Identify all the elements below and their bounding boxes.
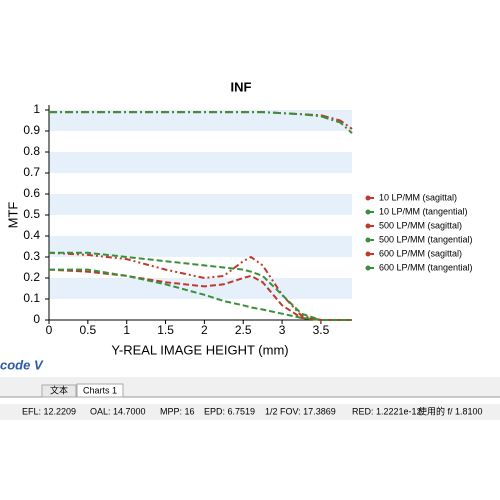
tab-active[interactable] <box>76 383 124 398</box>
legend-marker <box>365 265 371 271</box>
y-tick-label: 0.1 <box>23 291 40 305</box>
y-tick-label: 1 <box>33 102 40 116</box>
x-tick-label: 1.5 <box>157 323 174 337</box>
legend-label: 500 LP/MM (tangential) <box>379 234 473 244</box>
legend-label: 10 LP/MM (sagittal) <box>379 192 457 202</box>
chart-title: INF <box>231 79 252 94</box>
y-axis-label: MTF <box>5 202 20 229</box>
status-item: OAL: 14.7000 <box>90 406 146 416</box>
legend-marker <box>365 223 371 229</box>
logo: code V <box>0 357 44 372</box>
x-tick-label: 0.5 <box>80 323 97 337</box>
legend-marker <box>365 209 371 215</box>
y-tick-label: 0.4 <box>23 228 40 242</box>
x-tick-label: 2.5 <box>235 323 252 337</box>
series-line <box>49 111 353 134</box>
tab[interactable] <box>41 384 77 398</box>
x-tick-label: 3 <box>279 323 286 337</box>
status-item: 使用的 f/ 1.8100 <box>418 405 483 416</box>
legend-marker <box>365 251 371 257</box>
x-tick-label: 0 <box>46 323 53 337</box>
grid-band <box>49 236 352 257</box>
y-tick-label: 0.3 <box>23 249 40 263</box>
y-tick-label: 0.2 <box>23 270 40 284</box>
grid-band <box>49 110 352 131</box>
legend-label: 600 LP/MM (tangential) <box>379 262 473 272</box>
y-tick-label: 0.6 <box>23 186 40 200</box>
legend-label: 10 LP/MM (tangential) <box>379 206 468 216</box>
status-item: EFL: 12.2209 <box>22 406 76 416</box>
y-tick-label: 0.5 <box>23 207 40 221</box>
grid-band <box>49 152 352 173</box>
tab-label[interactable]: Charts 1 <box>83 385 117 395</box>
legend-marker <box>365 237 371 243</box>
status-item: 1/2 FOV: 17.3869 <box>265 406 336 416</box>
y-tick-label: 0 <box>33 312 40 326</box>
grid-band <box>49 278 352 299</box>
x-axis-label: Y-REAL IMAGE HEIGHT (mm) <box>111 342 288 357</box>
status-item: RED: 1.2221e-12 <box>352 406 422 416</box>
series-line <box>49 268 352 321</box>
status-items: EFL: 12.2209 OAL: 14.7000 MPP: 16 EPD: 6.75… <box>22 405 483 416</box>
tab-bar <box>0 377 500 397</box>
x-tick-label: 2 <box>201 323 208 337</box>
legend-marker <box>365 195 371 201</box>
x-tick-label: 3.5 <box>313 323 330 337</box>
series-line <box>49 251 352 321</box>
x-tick-label: 1 <box>123 323 130 337</box>
y-tick-label: 0.9 <box>23 123 40 137</box>
y-tick-label: 0.7 <box>23 165 40 179</box>
status-item: MPP: 16 <box>160 406 195 416</box>
tab-label[interactable]: 文本 <box>50 384 68 395</box>
status-item: EPD: 6.7519 <box>204 406 255 416</box>
grid-band <box>49 194 352 215</box>
y-tick-label: 0.8 <box>23 144 40 158</box>
legend-label: 600 LP/MM (sagittal) <box>379 248 462 258</box>
status-bar <box>0 404 500 420</box>
legend-label: 500 LP/MM (sagittal) <box>379 220 462 230</box>
